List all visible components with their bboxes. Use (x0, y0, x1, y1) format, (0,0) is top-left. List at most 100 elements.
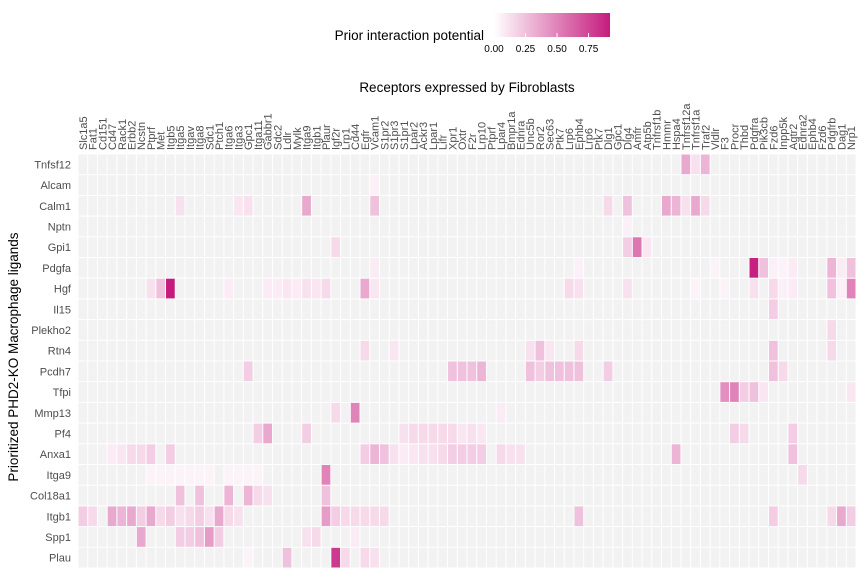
heatmap-cell (730, 361, 739, 382)
heatmap-cell (564, 278, 574, 299)
heatmap-cell (837, 547, 846, 568)
heatmap-cell (127, 258, 136, 278)
heatmap-cell (720, 299, 730, 320)
heatmap-cell (341, 361, 350, 382)
heatmap-cell (545, 175, 555, 195)
heatmap-cell (448, 382, 457, 402)
heatmap-cell (127, 237, 136, 257)
heatmap-cell (768, 547, 778, 568)
heatmap-cell (807, 547, 817, 568)
heatmap-cell (662, 423, 671, 444)
heatmap-cell (448, 175, 457, 195)
heatmap-cell (379, 175, 389, 195)
heatmap-cell (234, 340, 243, 361)
heatmap-cell (720, 195, 730, 216)
heatmap-cell (234, 465, 243, 485)
heatmap-cell (739, 465, 749, 485)
heatmap-cell (370, 547, 379, 568)
heatmap-cell (379, 402, 389, 423)
heatmap-cell (379, 423, 389, 444)
heatmap-cell (370, 278, 379, 299)
heatmap-cell (739, 299, 749, 320)
heatmap-cell (730, 195, 739, 216)
heatmap-cell (846, 402, 856, 423)
heatmap-cell (564, 547, 574, 568)
heatmap-cell (311, 154, 321, 175)
heatmap-cell (817, 320, 827, 340)
heatmap-cell (837, 506, 846, 527)
heatmap-cell (496, 216, 506, 237)
x-tick-label: S1pr2 (379, 121, 391, 150)
heatmap-cell (759, 465, 768, 485)
heatmap-cell (224, 485, 234, 506)
heatmap-cell (234, 175, 243, 195)
heatmap-cell (156, 154, 166, 175)
heatmap-cell (467, 444, 477, 464)
heatmap-cell (117, 547, 127, 568)
heatmap-cell (350, 527, 360, 547)
heatmap-cell (88, 154, 97, 175)
heatmap-cell (652, 465, 661, 485)
heatmap-cell (768, 527, 778, 547)
heatmap-cell (671, 320, 681, 340)
heatmap-cell (535, 527, 545, 547)
heatmap-cell (370, 485, 379, 506)
heatmap-cell (817, 402, 827, 423)
heatmap-cell (97, 361, 107, 382)
heatmap-cell (166, 299, 175, 320)
heatmap-cell (409, 444, 418, 464)
heatmap-cell (311, 423, 321, 444)
heatmap-cell (720, 485, 730, 506)
heatmap-cell (749, 258, 759, 278)
heatmap-cell (652, 402, 661, 423)
heatmap-cell (817, 340, 827, 361)
heatmap-cell (214, 485, 224, 506)
heatmap-cell (253, 527, 263, 547)
heatmap-cell (613, 547, 623, 568)
heatmap-cell (360, 340, 370, 361)
heatmap-cell (778, 195, 788, 216)
heatmap-cell (555, 423, 564, 444)
heatmap-cell (720, 237, 730, 257)
heatmap-cell (555, 402, 564, 423)
heatmap-cell (214, 423, 224, 444)
heatmap-cell (798, 465, 807, 485)
heatmap-cell (195, 527, 204, 547)
heatmap-cell (564, 299, 574, 320)
heatmap-cell (506, 175, 516, 195)
heatmap-cell (807, 299, 817, 320)
heatmap-cell (768, 444, 778, 464)
heatmap-cell (97, 175, 107, 195)
heatmap-cell (156, 402, 166, 423)
heatmap-cell (603, 278, 613, 299)
heatmap-cell (360, 547, 370, 568)
heatmap-cell (700, 547, 710, 568)
heatmap-cell (185, 237, 195, 257)
heatmap-cell (477, 340, 486, 361)
heatmap-cell (467, 485, 477, 506)
heatmap-cell (448, 237, 457, 257)
heatmap-cell (778, 485, 788, 506)
y-tick-label: Gpi1 (48, 242, 71, 254)
heatmap-cell (224, 195, 234, 216)
heatmap-cell (166, 195, 175, 216)
heatmap-cell (584, 382, 593, 402)
heatmap-cell (710, 444, 720, 464)
heatmap-cell (78, 465, 88, 485)
x-tick-label: Lrp1 (340, 128, 352, 150)
heatmap-cell (107, 506, 117, 527)
heatmap-cell (282, 547, 292, 568)
heatmap-cell (341, 237, 350, 257)
heatmap-cell (477, 175, 486, 195)
x-tick-label: Ptprf (486, 126, 498, 150)
heatmap-cell (448, 506, 457, 527)
heatmap-cell (545, 506, 555, 527)
heatmap-cell (273, 547, 282, 568)
heatmap-cell (185, 216, 195, 237)
heatmap-cell (827, 258, 837, 278)
heatmap-cell (652, 320, 661, 340)
heatmap-cell (175, 423, 185, 444)
heatmap-cell (467, 154, 477, 175)
heatmap-cell (681, 340, 691, 361)
heatmap-cell (292, 320, 302, 340)
